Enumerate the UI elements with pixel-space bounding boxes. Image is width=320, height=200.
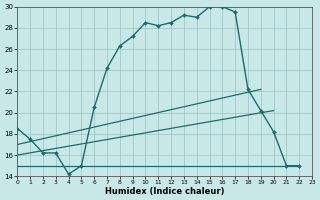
X-axis label: Humidex (Indice chaleur): Humidex (Indice chaleur) <box>105 187 224 196</box>
